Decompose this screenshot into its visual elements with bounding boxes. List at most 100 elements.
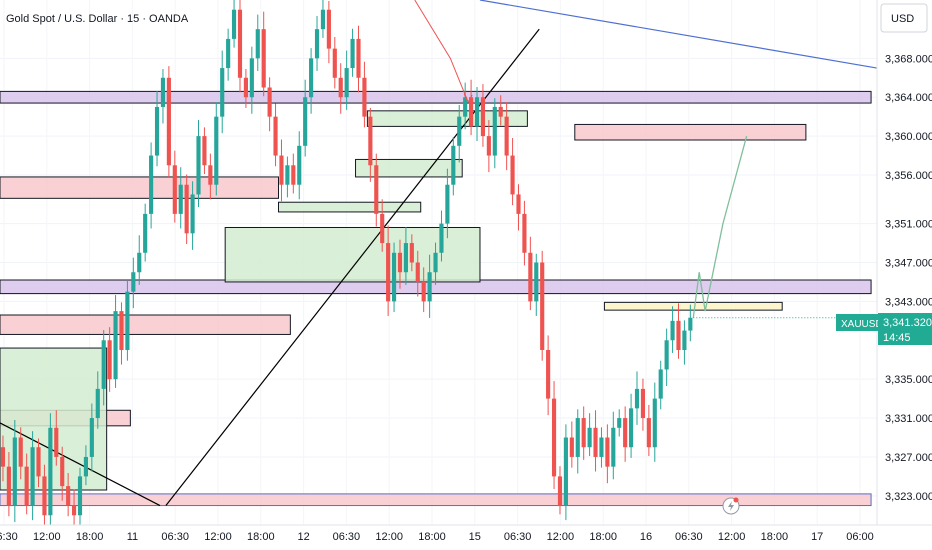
candle-body (427, 272, 432, 302)
candle (89, 403, 94, 472)
candle (231, 0, 237, 48)
candle (474, 87, 480, 141)
time-tick-label: 18:00 (761, 531, 789, 543)
candle (391, 242, 397, 313)
arrow-head (463, 93, 473, 104)
candle-body (676, 320, 681, 350)
candle-body (380, 213, 385, 244)
candle (688, 304, 693, 342)
candle (208, 153, 213, 200)
candle-body (344, 68, 349, 98)
candle-body (172, 165, 177, 214)
time-tick-label: 15 (469, 531, 481, 543)
price-axis-labels: 3,368.000 3,364.000 3,360.000 3,356.000 3,35… (885, 53, 932, 503)
candle-body (445, 184, 450, 224)
candle-body (208, 165, 213, 185)
time-tick-label: 18:00 (76, 531, 104, 543)
price-scale[interactable] (877, 0, 932, 525)
candle (563, 424, 568, 521)
candle-body (658, 369, 663, 399)
candle-body (54, 427, 59, 457)
candle (160, 69, 166, 124)
candle (403, 227, 408, 285)
candle (285, 156, 290, 198)
overlays (414, 0, 836, 319)
candle-body (623, 418, 628, 448)
candle (439, 210, 444, 262)
projection-line (692, 135, 748, 318)
candle-body (6, 466, 11, 506)
candle-body (534, 262, 539, 302)
candle (551, 381, 557, 490)
candle (36, 438, 41, 488)
candle-body (243, 77, 248, 98)
time-tick-label: 06:00 (846, 531, 874, 543)
candle (243, 69, 248, 108)
candle-body (267, 87, 272, 117)
candle-body (154, 106, 160, 156)
candle-body (190, 194, 195, 234)
candle (421, 267, 426, 313)
candle (362, 61, 367, 128)
candle-body (332, 48, 337, 78)
candle (492, 98, 497, 169)
candle (332, 36, 337, 89)
candle (629, 393, 634, 458)
candle-body (581, 418, 586, 448)
candle (463, 82, 468, 130)
price-tick-label: 3,335.000 (885, 374, 932, 386)
candle-body (18, 437, 23, 467)
candle (338, 63, 343, 114)
zone-box (0, 176, 280, 199)
candle-body (374, 165, 379, 214)
zones (0, 90, 872, 507)
candle-body (107, 340, 112, 380)
candle-body (540, 262, 545, 350)
lightning-icon[interactable] (722, 497, 740, 515)
time-tick-label: 12:00 (204, 531, 232, 543)
currency-box[interactable] (880, 3, 928, 33)
candle (172, 150, 177, 223)
candle (682, 320, 687, 365)
candle-body (629, 408, 634, 448)
candle-body (30, 447, 35, 506)
candle (190, 181, 195, 250)
candle-body (0, 447, 6, 467)
candle (48, 413, 53, 528)
zone-box (0, 90, 872, 104)
candle (374, 153, 379, 227)
candle-body (439, 223, 444, 253)
last-price-label: 3,341.320 (883, 317, 932, 329)
candle (397, 239, 403, 289)
candle (143, 203, 148, 262)
arrow-line (414, 0, 469, 103)
candle (386, 225, 391, 316)
candle (12, 420, 17, 523)
candle-body (640, 388, 646, 419)
candle-body (634, 388, 640, 409)
candle-body (24, 466, 29, 506)
candle (249, 46, 254, 114)
candle-body (522, 213, 527, 253)
candle-body (143, 213, 148, 253)
price-tick-label: 3,356.000 (885, 170, 932, 182)
zone-box (0, 314, 291, 335)
candle-body (237, 9, 243, 78)
candle-body (557, 476, 563, 506)
time-scale[interactable] (0, 525, 932, 550)
candle-body (480, 97, 486, 137)
candle (119, 302, 124, 365)
candle (415, 250, 420, 297)
candle-body (510, 155, 515, 195)
candle (273, 103, 278, 167)
candle (504, 102, 509, 171)
candle (77, 467, 83, 528)
candle (113, 295, 118, 388)
candle (131, 257, 136, 309)
price-tick-label: 3,351.000 (885, 219, 932, 231)
candle-body (125, 291, 130, 350)
candle (599, 427, 604, 468)
candle-body (131, 272, 136, 292)
candle (670, 306, 675, 353)
